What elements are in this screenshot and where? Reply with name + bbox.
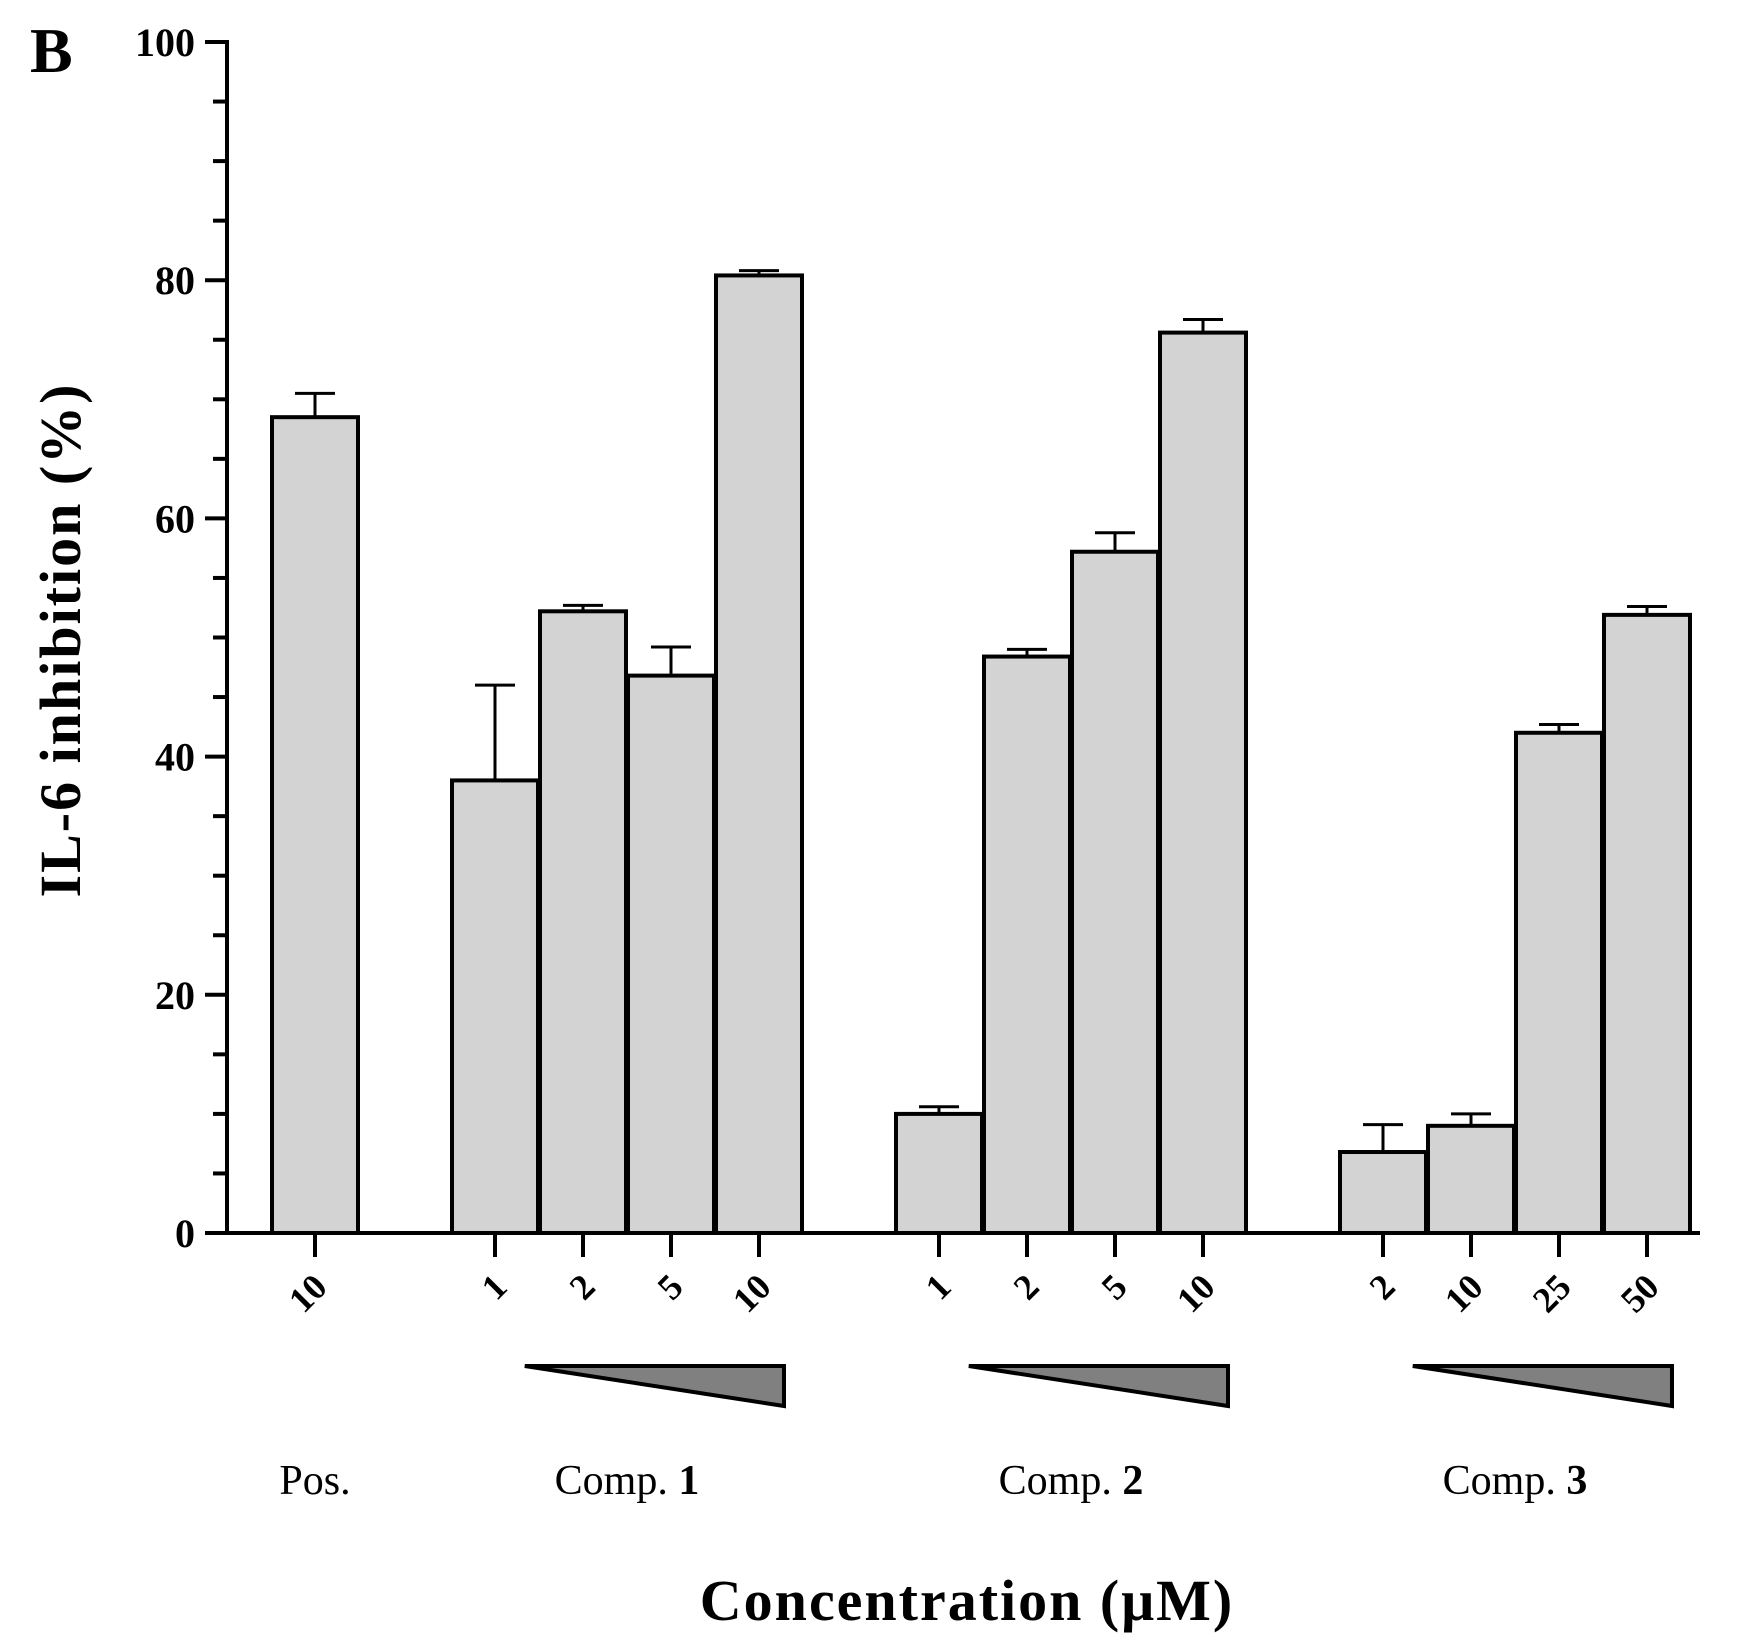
group-label-text: Pos. — [279, 1458, 350, 1504]
y-tick-label: 20 — [155, 973, 195, 1018]
y-tick-label: 80 — [155, 258, 195, 303]
x-tick-label: 25 — [1525, 1266, 1579, 1320]
bar — [1158, 330, 1248, 1235]
y-tick-label: 100 — [135, 20, 195, 65]
group-label: Pos. — [279, 1458, 350, 1504]
x-tick-label: 5 — [650, 1266, 691, 1307]
group-label-text: Comp. — [555, 1458, 668, 1504]
x-tick-label: 10 — [1169, 1266, 1223, 1320]
group-label: Comp. 2 — [999, 1458, 1144, 1504]
concentration-ramp — [524, 1364, 786, 1409]
bar — [1426, 1123, 1516, 1236]
group-label-text: Comp. — [1443, 1458, 1556, 1504]
y-tick-label: 60 — [155, 496, 195, 541]
x-tick-label: 1 — [474, 1266, 515, 1307]
bar — [626, 673, 716, 1235]
x-tick-label: 2 — [1006, 1266, 1047, 1307]
group-label-number: 1 — [668, 1458, 700, 1504]
bar — [538, 609, 628, 1235]
concentration-ramp — [968, 1364, 1230, 1409]
x-axis-title: Concentration (μM) — [700, 1568, 1234, 1633]
bar — [270, 415, 360, 1236]
y-axis-title: IL-6 inhibition (%) — [28, 383, 93, 898]
bar — [894, 1111, 984, 1236]
x-tick-label: 2 — [1362, 1266, 1403, 1307]
group-label-number: 3 — [1556, 1458, 1588, 1504]
bar — [450, 778, 540, 1235]
y-tick-label: 0 — [175, 1211, 195, 1256]
bar — [1070, 549, 1160, 1235]
bar — [1602, 612, 1692, 1235]
x-tick-label: 2 — [562, 1266, 603, 1307]
x-tick-label: 1 — [918, 1266, 959, 1307]
group-label: Comp. 1 — [555, 1458, 700, 1504]
x-tick-label: 10 — [281, 1266, 335, 1320]
y-axis: 0 20 40 60 80 100 — [135, 20, 229, 1256]
x-tick-label: 50 — [1613, 1266, 1667, 1320]
concentration-ramp — [1412, 1364, 1674, 1409]
bar — [714, 273, 804, 1236]
group-label: Comp. 3 — [1443, 1458, 1588, 1504]
group-label-number: 2 — [1112, 1458, 1144, 1504]
bar — [982, 654, 1072, 1235]
group-label-text: Comp. — [999, 1458, 1112, 1504]
bar — [1338, 1150, 1428, 1235]
bars-layer — [270, 269, 1692, 1236]
bar — [1514, 730, 1604, 1236]
x-tick-label: 10 — [1437, 1266, 1491, 1320]
x-tick-label: 5 — [1094, 1266, 1135, 1307]
x-tick-label: 10 — [725, 1266, 779, 1320]
y-tick-label: 40 — [155, 735, 195, 780]
panel-label: B — [30, 15, 73, 86]
